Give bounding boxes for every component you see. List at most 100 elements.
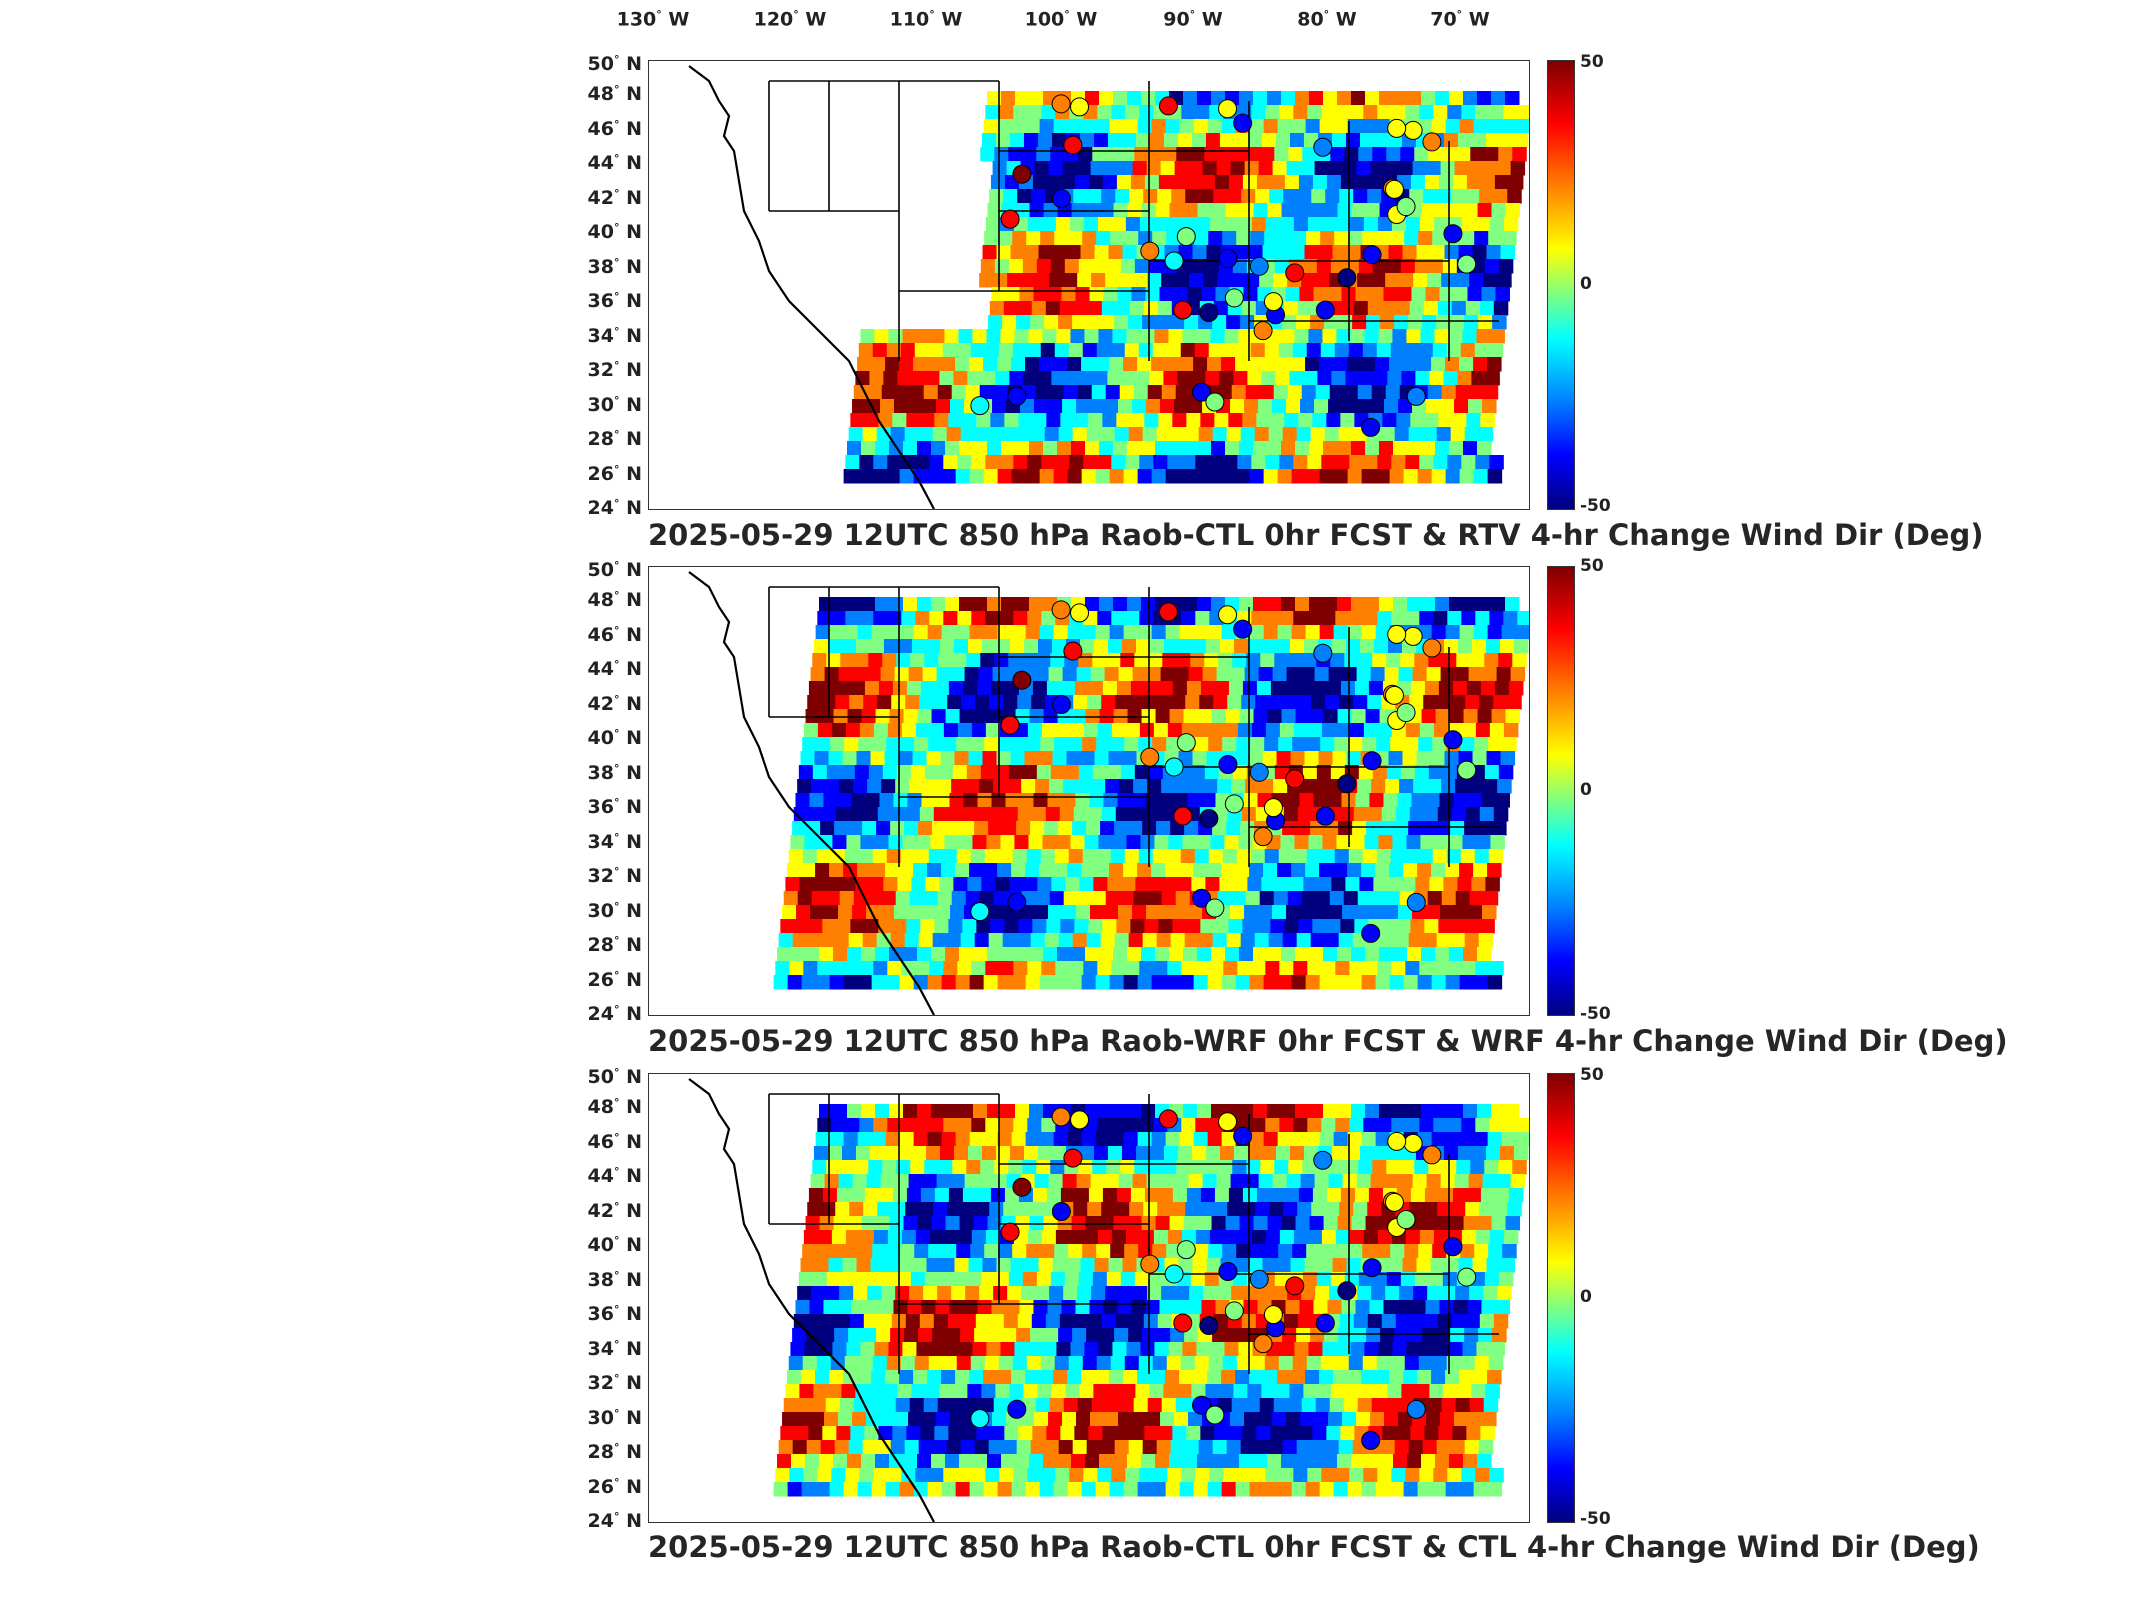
station-marker [1000,209,1020,229]
lat-label-36n: 36° N [587,1303,642,1326]
lat-label-28n: 28° N [587,1440,642,1464]
coastline [688,571,935,1015]
lon-label-80w: 80° W [1297,8,1357,31]
station-marker [1233,619,1253,639]
lat-label-30n: 30° N [587,1406,642,1429]
station-marker [1218,755,1238,775]
colorbar-mid-label: 0 [1580,274,1592,294]
station-marker [1205,898,1225,918]
map-frame [648,1073,1530,1523]
colorbar-min-label: -50 [1580,1509,1611,1529]
station-marker [1173,300,1193,320]
station-marker [1176,733,1196,753]
lat-label-34n: 34° N [587,830,642,853]
station-marker [1313,1150,1333,1170]
station-marker [1443,730,1463,750]
station-marker [1362,1258,1382,1278]
station-marker [1205,1405,1225,1425]
station-marker [1253,827,1273,847]
station-marker [1362,245,1382,265]
station-marker [1000,715,1020,735]
lon-label-120w: 120° W [753,8,827,31]
station-marker [1192,1395,1212,1415]
station-marker [1315,1313,1335,1333]
station-marker [1205,392,1225,412]
state-boundaries [688,571,1499,1015]
station-marker [1263,292,1283,312]
station-marker [1361,923,1381,943]
station-marker [1406,892,1426,912]
station-marker [1396,1210,1416,1230]
map-canvas [688,571,1529,1015]
station-marker [1224,794,1244,814]
station-marker [1218,99,1238,119]
map-canvas [688,65,1529,509]
station-marker [1063,135,1083,155]
lat-label-40n: 40° N [587,727,642,750]
colorbar-max-label: 50 [1580,1065,1604,1085]
station-marker [1051,1201,1071,1221]
panel-title: 2025-05-29 12UTC 850 hPa Raob-CTL 0hr FC… [648,1530,1980,1564]
lat-label-42n: 42° N [587,1199,642,1223]
station-marker [1224,1301,1244,1321]
lat-label-38n: 38° N [587,761,642,784]
station-marker [1070,97,1090,117]
panel-title: 2025-05-29 12UTC 850 hPa Raob-CTL 0hr FC… [648,518,1984,552]
station-marker [1396,197,1416,217]
station-marker [1158,1109,1178,1129]
station-marker [1384,1192,1404,1212]
colorbar-max-label: 50 [1580,556,1604,576]
colorbar-mid-label: 0 [1580,780,1592,800]
lat-label-50n: 50° N [587,1065,642,1089]
station-marker [1192,888,1212,908]
station-marker [1387,118,1407,138]
station-marker [1249,256,1269,276]
lon-label-130w: 130° W [616,8,690,31]
lat-label-46n: 46° N [587,117,642,141]
lat-label-24n: 24° N [587,1002,642,1026]
station-marker [1218,605,1238,625]
raob-stations [970,94,1477,437]
station-marker [1406,1399,1426,1419]
station-marker [1051,188,1071,208]
station-marker [1218,1262,1238,1282]
station-marker [970,1409,990,1429]
station-marker [1403,626,1423,646]
station-marker [1173,806,1193,826]
station-marker [1387,1131,1407,1151]
station-marker [1387,624,1407,644]
lon-label-70w: 70° W [1430,8,1490,31]
station-marker [1406,386,1426,406]
station-marker [1443,224,1463,244]
lat-label-34n: 34° N [587,324,642,347]
station-marker [1012,164,1032,184]
station-marker [1199,809,1219,829]
station-marker [1362,751,1382,771]
colorbar-min-label: -50 [1580,496,1611,516]
station-marker [1173,1313,1193,1333]
station-marker [1218,249,1238,269]
station-marker [1457,254,1477,274]
wind-direction-field [773,1104,1529,1497]
lat-label-48n: 48° N [587,83,642,106]
lat-label-48n: 48° N [587,1096,642,1119]
lat-label-48n: 48° N [587,589,642,612]
station-marker [1361,1430,1381,1450]
lat-label-28n: 28° N [587,427,642,451]
lat-label-24n: 24° N [587,1509,642,1533]
station-marker [1158,602,1178,622]
map-frame [648,566,1530,1016]
station-marker [1051,94,1071,114]
station-marker [1457,760,1477,780]
station-marker [1199,1316,1219,1336]
panel-title: 2025-05-29 12UTC 850 hPa Raob-WRF 0hr FC… [648,1024,2008,1058]
station-marker [1007,386,1027,406]
station-marker [970,396,990,416]
lat-label-26n: 26° N [587,1475,642,1498]
lat-label-32n: 32° N [587,864,642,888]
lat-label-34n: 34° N [587,1337,642,1360]
station-marker [1070,603,1090,623]
station-marker [1063,1148,1083,1168]
colorbar-mid-label: 0 [1580,1287,1592,1307]
station-marker [1140,241,1160,261]
